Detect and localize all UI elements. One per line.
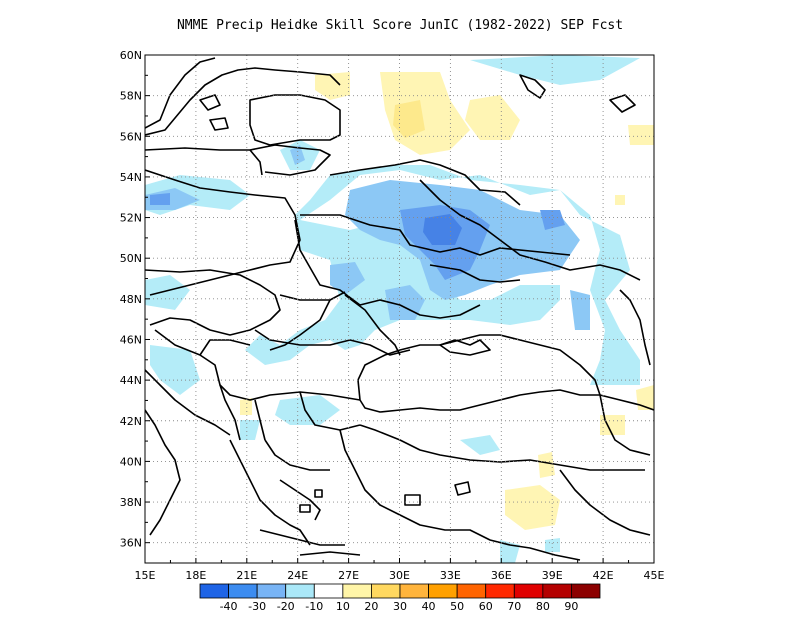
colorbar-swatch bbox=[542, 583, 572, 599]
lat-tick-label: 52N bbox=[120, 212, 142, 225]
lon-tick-label: 42E bbox=[593, 569, 614, 582]
colorbar-label: -30 bbox=[248, 600, 266, 613]
colorbar-label: 60 bbox=[479, 600, 493, 613]
colorbar-swatch bbox=[199, 583, 229, 599]
colorbar-swatch bbox=[313, 583, 344, 599]
skill-shading bbox=[145, 55, 654, 563]
lat-tick-label: 38N bbox=[120, 496, 142, 509]
lat-tick-label: 48N bbox=[120, 293, 142, 306]
lon-tick-label: 21E bbox=[236, 569, 257, 582]
figure-title: NMME Precip Heidke Skill Score JunIC (19… bbox=[176, 18, 624, 33]
lon-tick-label: 30E bbox=[389, 569, 410, 582]
lon-tick-label: 33E bbox=[440, 569, 461, 582]
lon-tick-label: 18E bbox=[185, 569, 206, 582]
colorbar-swatch bbox=[399, 583, 429, 599]
colorbar-swatch bbox=[228, 583, 258, 599]
axis-ticks: 15E 18E 21E 24E 27E 30E 33E 36E 39E 42E 45E 36N 38N 4… bbox=[120, 49, 665, 582]
colorbar-label: 50 bbox=[450, 600, 464, 613]
lon-tick-label: 24E bbox=[287, 569, 308, 582]
colorbar-label: 80 bbox=[536, 600, 550, 613]
colorbar-swatch bbox=[256, 583, 287, 599]
colorbar-label: 20 bbox=[364, 600, 378, 613]
colorbar-swatch bbox=[285, 583, 315, 599]
colorbar-swatch bbox=[485, 583, 515, 599]
lon-tick-label: 27E bbox=[338, 569, 359, 582]
lon-tick-label: 36E bbox=[491, 569, 512, 582]
lat-tick-label: 50N bbox=[120, 252, 142, 265]
colorbar-swatch bbox=[513, 583, 544, 599]
lat-tick-label: 56N bbox=[120, 130, 142, 143]
lat-tick-label: 58N bbox=[120, 90, 142, 103]
colorbar-label: -40 bbox=[220, 600, 238, 613]
lat-tick-label: 36N bbox=[120, 537, 142, 550]
colorbar-label: -20 bbox=[277, 600, 295, 613]
colorbar-label: 90 bbox=[564, 600, 578, 613]
colorbar-swatch bbox=[571, 583, 601, 599]
positive-skill-mid bbox=[393, 100, 425, 138]
lat-tick-label: 40N bbox=[120, 455, 142, 468]
colorbar-swatch bbox=[456, 583, 487, 599]
grid-lines bbox=[145, 55, 654, 563]
colorbar-swatch bbox=[428, 583, 458, 599]
colorbar-label: 30 bbox=[393, 600, 407, 613]
lon-tick-label: 15E bbox=[135, 569, 156, 582]
colorbar-label: 10 bbox=[336, 600, 350, 613]
negative-skill-strongest bbox=[423, 214, 462, 245]
lat-tick-label: 54N bbox=[120, 171, 142, 184]
lat-tick-label: 46N bbox=[120, 333, 142, 346]
lat-tick-label: 60N bbox=[120, 49, 142, 62]
colorbar-label: -10 bbox=[305, 600, 323, 613]
colorbar-swatch bbox=[371, 583, 401, 599]
colorbar-swatch bbox=[342, 583, 372, 599]
colorbar-label: 70 bbox=[507, 600, 521, 613]
colorbar: -40 -30 -20 -10 10 20 30 40 50 60 70 80 90 bbox=[199, 583, 601, 613]
lon-tick-label: 45E bbox=[644, 569, 665, 582]
colorbar-label: 40 bbox=[422, 600, 436, 613]
lon-tick-label: 39E bbox=[542, 569, 563, 582]
lat-tick-label: 42N bbox=[120, 415, 142, 428]
lat-tick-label: 44N bbox=[120, 374, 142, 387]
